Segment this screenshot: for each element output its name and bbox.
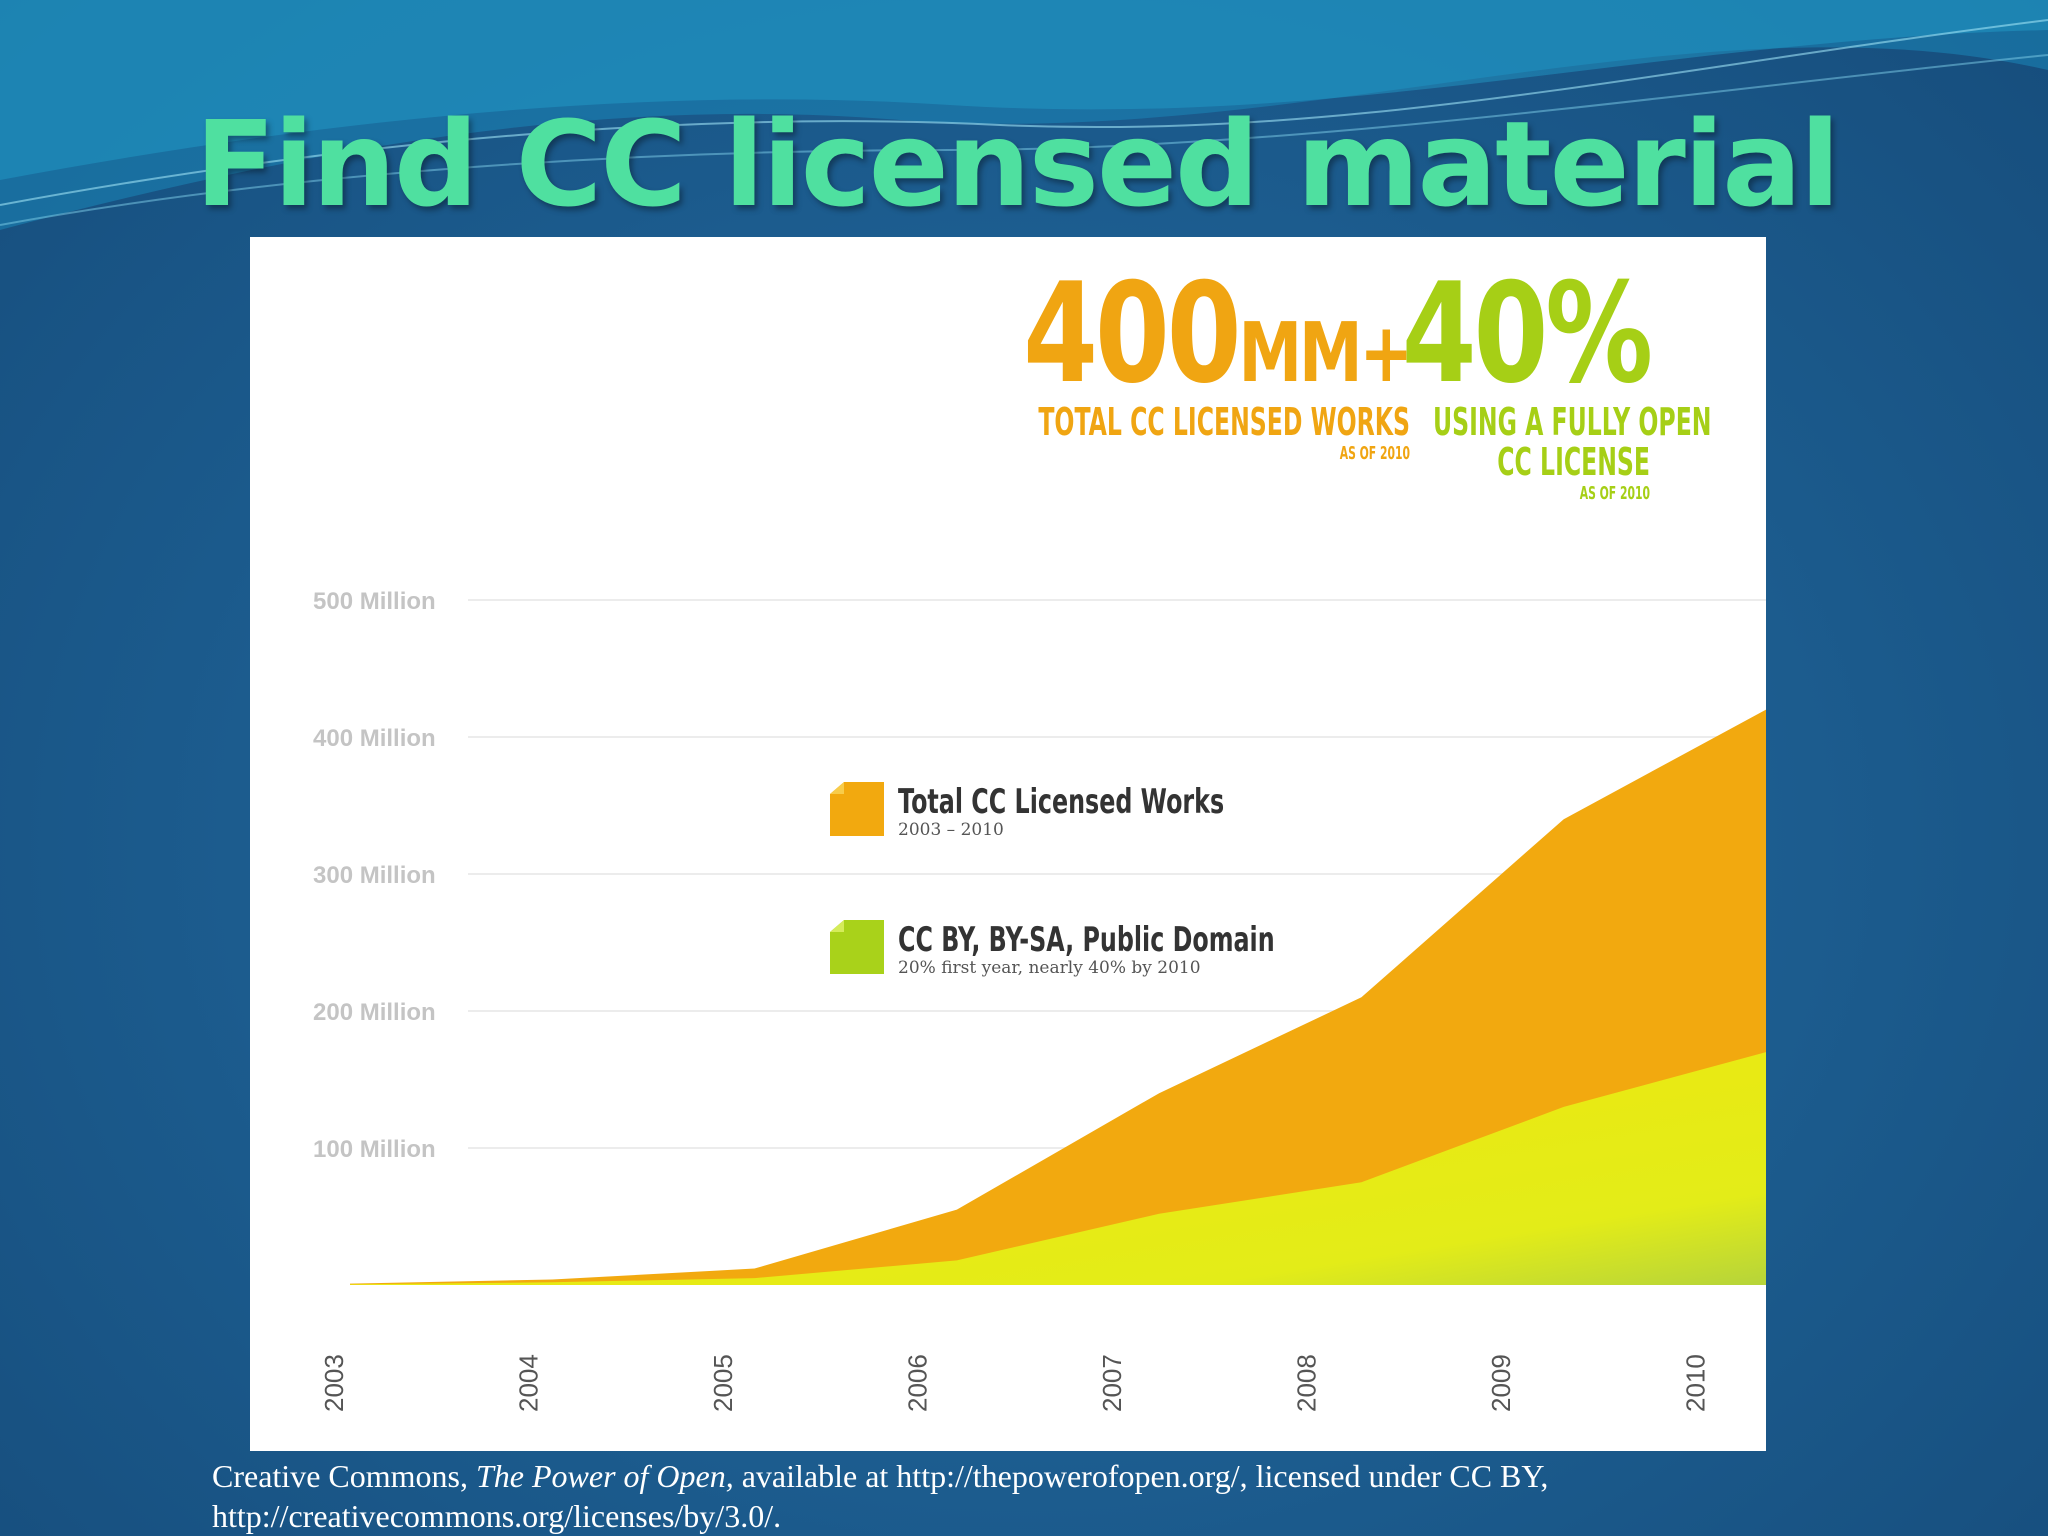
stat-open-label-2: CC LICENSE <box>1433 443 1650 483</box>
y-tick-label-500: 500 Million <box>313 588 436 615</box>
credit-work-title: The Power of Open, <box>476 1458 734 1494</box>
y-tick-label-200: 200 Million <box>313 999 436 1026</box>
x-tick-label-2010: 2010 <box>1681 1354 1711 1412</box>
y-tick-label-400: 400 Million <box>313 725 436 752</box>
legend-open-sub: 20% first year, nearly 40% by 2010 <box>898 958 1201 978</box>
stat-open-label-1: USING A FULLY OPEN <box>1433 403 1650 443</box>
x-tick-label-2004: 2004 <box>514 1354 544 1412</box>
legend-swatch-total <box>830 782 884 836</box>
legend-open-label: CC BY, BY-SA, Public Domain <box>898 920 1275 960</box>
stat-open-license: 40% USING A FULLY OPEN CC LICENSE AS OF … <box>1300 265 1650 504</box>
y-tick-label-100: 100 Million <box>313 1136 436 1163</box>
legend-swatch-open <box>830 920 884 974</box>
x-tick-label-2006: 2006 <box>903 1354 933 1412</box>
chart-panel: 100 Million 200 Million 300 Million 400 Mil… <box>250 237 1766 1451</box>
x-tick-label-2003: 2003 <box>319 1354 349 1412</box>
x-tick-label-2008: 2008 <box>1292 1354 1322 1412</box>
credit-author: Creative Commons, <box>212 1458 476 1494</box>
stat-open-number: 40% <box>1377 265 1650 403</box>
y-tick-label-300: 300 Million <box>313 862 436 889</box>
x-tick-label-2007: 2007 <box>1097 1354 1127 1412</box>
x-tick-label-2009: 2009 <box>1486 1354 1516 1412</box>
source-credit: Creative Commons, The Power of Open, ava… <box>212 1456 1772 1536</box>
legend-total-label: Total CC Licensed Works <box>898 782 1224 822</box>
slide-title: Find CC licensed material <box>195 95 1838 233</box>
legend-total-sub: 2003 – 2010 <box>898 820 1004 840</box>
stat-total-number: 400 <box>1023 253 1238 414</box>
x-tick-label-2005: 2005 <box>708 1354 738 1412</box>
stat-open-asof: AS OF 2010 <box>1440 483 1650 504</box>
